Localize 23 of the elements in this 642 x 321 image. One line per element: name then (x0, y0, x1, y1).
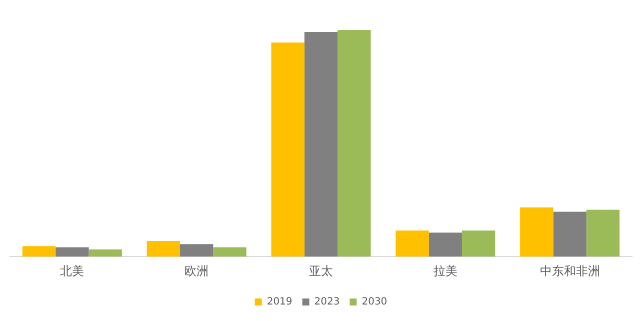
bar (520, 207, 554, 257)
x-tick-label: 北美 (60, 264, 84, 278)
x-tick-label: 亚太 (309, 264, 333, 278)
x-tick-label: 欧洲 (184, 264, 209, 278)
bar (22, 246, 56, 257)
bar (304, 32, 338, 257)
bar (586, 210, 620, 257)
bar (428, 232, 462, 257)
bar (213, 247, 246, 257)
bar (396, 230, 429, 257)
x-tick-label: 拉美 (433, 264, 458, 278)
legend-label: 2023 (314, 296, 340, 308)
legend-label: 2030 (362, 296, 388, 308)
bar (462, 230, 496, 257)
legend-label: 2019 (266, 296, 292, 308)
bar (180, 244, 214, 257)
bar (56, 247, 89, 257)
bar (271, 42, 304, 257)
bar (338, 30, 371, 257)
bar (553, 212, 586, 257)
bar (88, 249, 122, 257)
bar (146, 240, 180, 257)
x-tick-label: 中东和非洲 (540, 264, 600, 278)
